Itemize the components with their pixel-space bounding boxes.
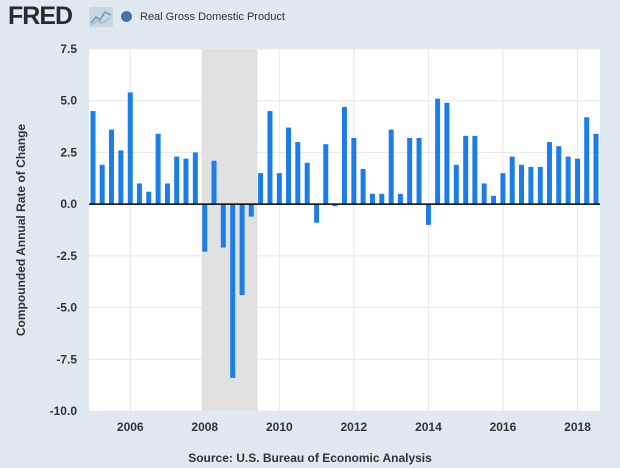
bar[interactable] xyxy=(146,191,152,205)
bar[interactable] xyxy=(267,111,273,205)
x-tick-label: 2014 xyxy=(415,420,442,434)
bar[interactable] xyxy=(472,135,478,205)
plot-background xyxy=(89,49,600,411)
bar[interactable] xyxy=(388,129,394,205)
bar[interactable] xyxy=(481,183,487,205)
y-tick-label: -5.0 xyxy=(56,301,77,315)
bar[interactable] xyxy=(248,204,254,217)
y-tick-label: 7.5 xyxy=(60,42,77,56)
bar[interactable] xyxy=(341,106,347,205)
x-tick-label: 2012 xyxy=(340,420,367,434)
bar[interactable] xyxy=(99,164,105,205)
bar[interactable] xyxy=(425,204,431,225)
y-tick-label: -2.5 xyxy=(56,249,77,263)
x-tick-label: 2018 xyxy=(564,420,591,434)
bar[interactable] xyxy=(230,204,236,378)
bar[interactable] xyxy=(192,152,198,205)
bar[interactable] xyxy=(351,137,357,205)
bar[interactable] xyxy=(444,102,450,205)
bar[interactable] xyxy=(314,204,320,223)
fred-logo[interactable]: FRED xyxy=(8,2,73,30)
bar[interactable] xyxy=(164,183,170,205)
bar[interactable] xyxy=(407,137,413,205)
bar[interactable] xyxy=(528,166,534,205)
recession-shade xyxy=(201,49,258,411)
bar[interactable] xyxy=(183,158,189,205)
bar[interactable] xyxy=(491,195,497,205)
bar[interactable] xyxy=(509,156,515,205)
x-tick-label: 2010 xyxy=(266,420,293,434)
bar[interactable] xyxy=(155,133,161,205)
x-axis-ticks: 2006 2008 2010 2012 2014 2016 2018 xyxy=(117,420,591,434)
bar[interactable] xyxy=(519,164,525,205)
bar[interactable] xyxy=(202,204,208,252)
bar[interactable] xyxy=(556,146,562,205)
bar[interactable] xyxy=(174,156,180,205)
bar[interactable] xyxy=(332,204,338,207)
bar[interactable] xyxy=(323,144,329,205)
bar[interactable] xyxy=(593,133,599,205)
bar[interactable] xyxy=(435,98,441,205)
bar[interactable] xyxy=(136,183,142,205)
bar[interactable] xyxy=(546,142,552,205)
y-axis-label: Compounded Annual Rate of Change xyxy=(14,123,28,337)
bar[interactable] xyxy=(286,127,292,205)
y-axis-ticks: -10.0 -7.5 -5.0 -2.5 0.0 2.5 5.0 7.5 xyxy=(50,42,78,418)
bar[interactable] xyxy=(295,142,301,205)
y-tick-label: -10.0 xyxy=(50,404,78,418)
x-tick-label: 2008 xyxy=(191,420,218,434)
x-tick-label: 2016 xyxy=(490,420,517,434)
bar[interactable] xyxy=(220,204,226,248)
legend-marker xyxy=(121,11,132,22)
bar[interactable] xyxy=(258,173,264,205)
bar[interactable] xyxy=(127,92,133,205)
bar[interactable] xyxy=(304,162,310,205)
bar[interactable] xyxy=(108,129,114,205)
bar[interactable] xyxy=(575,158,581,205)
legend-label[interactable]: Real Gross Domestic Product xyxy=(140,11,285,23)
bar[interactable] xyxy=(537,166,543,205)
bar[interactable] xyxy=(211,160,217,205)
y-tick-label: -7.5 xyxy=(56,352,77,366)
bar[interactable] xyxy=(379,193,385,205)
bar[interactable] xyxy=(360,168,366,205)
bars-group xyxy=(90,92,599,378)
bar[interactable] xyxy=(500,173,506,205)
chart-header: FRED Real Gross Domestic Product xyxy=(0,0,620,38)
source-note: Source: U.S. Bureau of Economic Analysis xyxy=(188,451,432,465)
x-tick-label: 2006 xyxy=(117,420,144,434)
bar[interactable] xyxy=(239,204,245,296)
bar[interactable] xyxy=(565,156,571,205)
bar[interactable] xyxy=(369,193,375,205)
chart-line-icon xyxy=(89,7,113,27)
bar[interactable] xyxy=(90,111,96,205)
y-tick-label: 2.5 xyxy=(60,145,77,159)
bar[interactable] xyxy=(397,193,403,205)
bar[interactable] xyxy=(463,135,469,205)
bar[interactable] xyxy=(453,164,459,205)
bar[interactable] xyxy=(416,137,422,205)
bar[interactable] xyxy=(276,173,282,205)
bar[interactable] xyxy=(118,150,124,205)
y-tick-label: 0.0 xyxy=(60,197,77,211)
bar[interactable] xyxy=(584,117,590,205)
y-tick-label: 5.0 xyxy=(60,94,77,108)
